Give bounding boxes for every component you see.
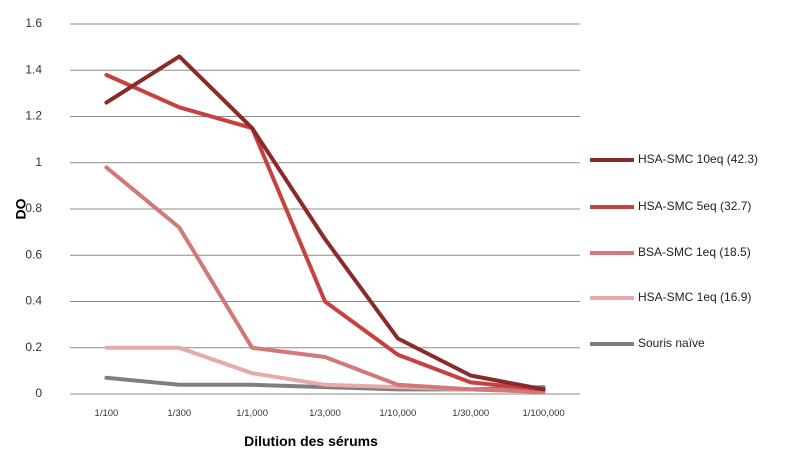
series-line bbox=[104, 165, 546, 394]
legend-label: Souris naïve bbox=[638, 336, 705, 350]
x-tick-label: 1/3,000 bbox=[309, 408, 341, 419]
legend: HSA-SMC 10eq (42.3) HSA-SMC 5eq (32.7) BSA… bbox=[590, 152, 758, 350]
y-tick-label: 1 bbox=[35, 155, 42, 169]
y-tick-label: 0.4 bbox=[25, 294, 42, 308]
x-tick-label: 1/100 bbox=[95, 408, 119, 419]
x-tick-label: 1/1,000 bbox=[236, 408, 268, 419]
legend-label: HSA-SMC 10eq (42.3) bbox=[638, 152, 758, 166]
y-tick-label: 0 bbox=[35, 386, 42, 400]
y-tick-label: 1.4 bbox=[25, 62, 42, 76]
x-tick-label: 1/300 bbox=[167, 408, 191, 419]
x-tick-label: 1/30,000 bbox=[452, 408, 489, 419]
series-line bbox=[104, 72, 546, 392]
x-axis-title: Dilution des sérums bbox=[244, 433, 378, 449]
y-axis-title: DO bbox=[13, 198, 29, 219]
y-tick-label: 0.8 bbox=[25, 201, 42, 215]
legend-label: HSA-SMC 5eq (32.7) bbox=[638, 199, 751, 213]
y-tick-label: 1.2 bbox=[25, 109, 42, 123]
x-tick-label: 1/10,000 bbox=[379, 408, 416, 419]
y-tick-label: 1.6 bbox=[25, 16, 42, 30]
x-axis-ticks: 1/100 1/300 1/1,000 1/3,000 1/10,000 1/30,000… bbox=[95, 408, 565, 419]
y-tick-label: 0.2 bbox=[25, 340, 42, 354]
y-tick-label: 0.6 bbox=[25, 247, 42, 261]
legend-label: HSA-SMC 1eq (16.9) bbox=[638, 290, 751, 304]
series-line bbox=[104, 54, 546, 392]
x-tick-label: 1/100,000 bbox=[522, 408, 564, 419]
series-lines bbox=[104, 54, 546, 394]
legend-label: BSA-SMC 1eq (18.5) bbox=[638, 245, 751, 259]
y-axis-ticks: 0 0.2 0.4 0.6 0.8 1 1.2 1.4 1.6 bbox=[25, 16, 42, 400]
